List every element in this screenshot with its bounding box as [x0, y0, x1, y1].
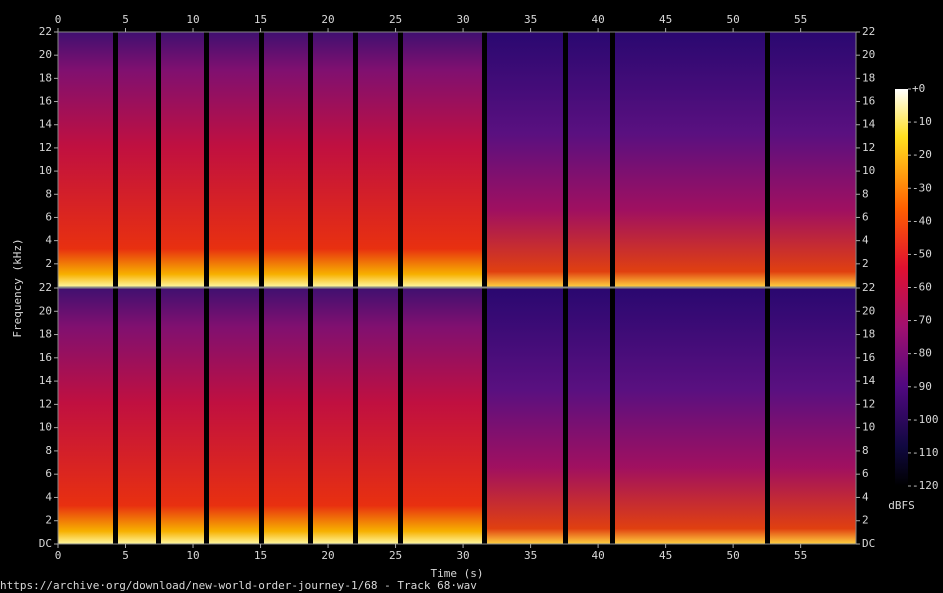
x-axis-label: Time (s)	[431, 567, 484, 580]
colorbar-tick-label: -30	[912, 181, 932, 194]
colorbar-tick-label: -120	[912, 479, 939, 492]
y-tick-label: 14	[39, 374, 53, 387]
x-tick-label: 0	[55, 13, 62, 26]
y-axis-label: Frequency (kHz)	[11, 238, 24, 337]
y-tick-label: 20	[39, 48, 52, 61]
colorbar-tick-label: -100	[912, 413, 939, 426]
colorbar-tick-label: -40	[912, 214, 932, 227]
colorbar-tick-label: -80	[912, 347, 932, 360]
y-tick-label-right: 12	[862, 397, 875, 410]
x-tick-label: 25	[389, 549, 402, 562]
x-tick-label: 25	[389, 13, 402, 26]
colorbar-tick-label: -70	[912, 314, 932, 327]
y-tick-label-right: 6	[862, 467, 869, 480]
x-tick-label: 35	[524, 13, 537, 26]
x-tick-label: 10	[186, 549, 199, 562]
y-tick-label-right: 8	[862, 444, 869, 457]
y-tick-label-right: DC	[862, 537, 875, 550]
y-tick-label-right: 16	[862, 95, 875, 108]
y-tick-label: 18	[39, 328, 52, 341]
y-tick-label: 16	[39, 95, 52, 108]
y-tick-label: 16	[39, 351, 52, 364]
x-tick-label: 0	[55, 549, 62, 562]
colorbar-tick-label: -110	[912, 446, 939, 459]
x-tick-label: 5	[122, 13, 129, 26]
y-tick-label-right: 2	[862, 514, 869, 527]
panel-fill-bottom	[58, 288, 856, 544]
colorbar-tick-label: -60	[912, 281, 932, 294]
x-tick-label: 10	[186, 13, 199, 26]
x-tick-label: 35	[524, 549, 537, 562]
y-tick-label: 18	[39, 71, 52, 84]
y-tick-label: 12	[39, 141, 52, 154]
y-tick-label: 6	[45, 467, 52, 480]
x-tick-label: 40	[591, 549, 604, 562]
x-tick-label: 55	[794, 549, 807, 562]
y-tick-label-right: 12	[862, 141, 875, 154]
x-tick-label: 50	[727, 549, 740, 562]
y-tick-label: 10	[39, 421, 52, 434]
x-tick-label: 15	[254, 13, 267, 26]
y-tick-label-right: 14	[862, 374, 876, 387]
y-tick-label-right: 10	[862, 164, 875, 177]
x-tick-label: 5	[122, 549, 129, 562]
y-tick-label: 2	[45, 257, 52, 270]
y-tick-label: 22	[39, 281, 52, 294]
x-tick-label: 55	[794, 13, 807, 26]
colorbar-tick-label: -90	[912, 380, 932, 393]
x-tick-label: 30	[456, 549, 469, 562]
y-tick-label: 8	[45, 187, 52, 200]
y-tick-label-right: 18	[862, 328, 875, 341]
x-tick-label: 45	[659, 13, 672, 26]
x-tick-label: 45	[659, 549, 672, 562]
y-tick-label: DC	[39, 537, 52, 550]
panel-fill-top	[58, 32, 856, 287]
y-tick-label: 14	[39, 118, 53, 131]
colorbar-label: dBFS	[888, 499, 915, 512]
y-tick-label: 8	[45, 444, 52, 457]
y-tick-label: 12	[39, 397, 52, 410]
footer: https://archive·org/download/new-world-o…	[0, 579, 477, 592]
y-tick-label: 4	[45, 234, 52, 247]
y-tick-label-right: 18	[862, 71, 875, 84]
x-tick-label: 15	[254, 549, 267, 562]
y-tick-label-right: 22	[862, 281, 875, 294]
y-tick-label-right: 10	[862, 421, 875, 434]
y-tick-label-right: 16	[862, 351, 875, 364]
y-tick-label-right: 8	[862, 187, 869, 200]
colorbar-tick-label: -10	[912, 115, 932, 128]
y-tick-label-right: 6	[862, 210, 869, 223]
colorbar-tick-label: -50	[912, 247, 932, 260]
y-tick-label-right: 4	[862, 490, 869, 503]
y-tick-label-right: 22	[862, 25, 875, 38]
y-tick-label-right: 20	[862, 48, 875, 61]
x-tick-label: 20	[321, 549, 334, 562]
colorbar-tick-label: +0	[912, 82, 925, 95]
y-tick-label-right: 20	[862, 304, 875, 317]
y-tick-label: 4	[45, 490, 52, 503]
x-tick-label: 40	[591, 13, 604, 26]
y-tick-label: 22	[39, 25, 52, 38]
plot-frame	[57, 287, 857, 545]
colorbar-tick-label: -20	[912, 148, 932, 161]
y-tick-label-right: 14	[862, 118, 876, 131]
x-tick-label: 30	[456, 13, 469, 26]
y-tick-label: 2	[45, 514, 52, 527]
plot-frame	[57, 31, 857, 288]
x-tick-label: 50	[727, 13, 740, 26]
y-tick-label: 10	[39, 164, 52, 177]
colorbar	[895, 89, 908, 486]
y-tick-label: 20	[39, 304, 52, 317]
x-tick-label: 20	[321, 13, 334, 26]
y-tick-label-right: 2	[862, 257, 869, 270]
y-tick-label: 6	[45, 210, 52, 223]
y-tick-label-right: 4	[862, 234, 869, 247]
